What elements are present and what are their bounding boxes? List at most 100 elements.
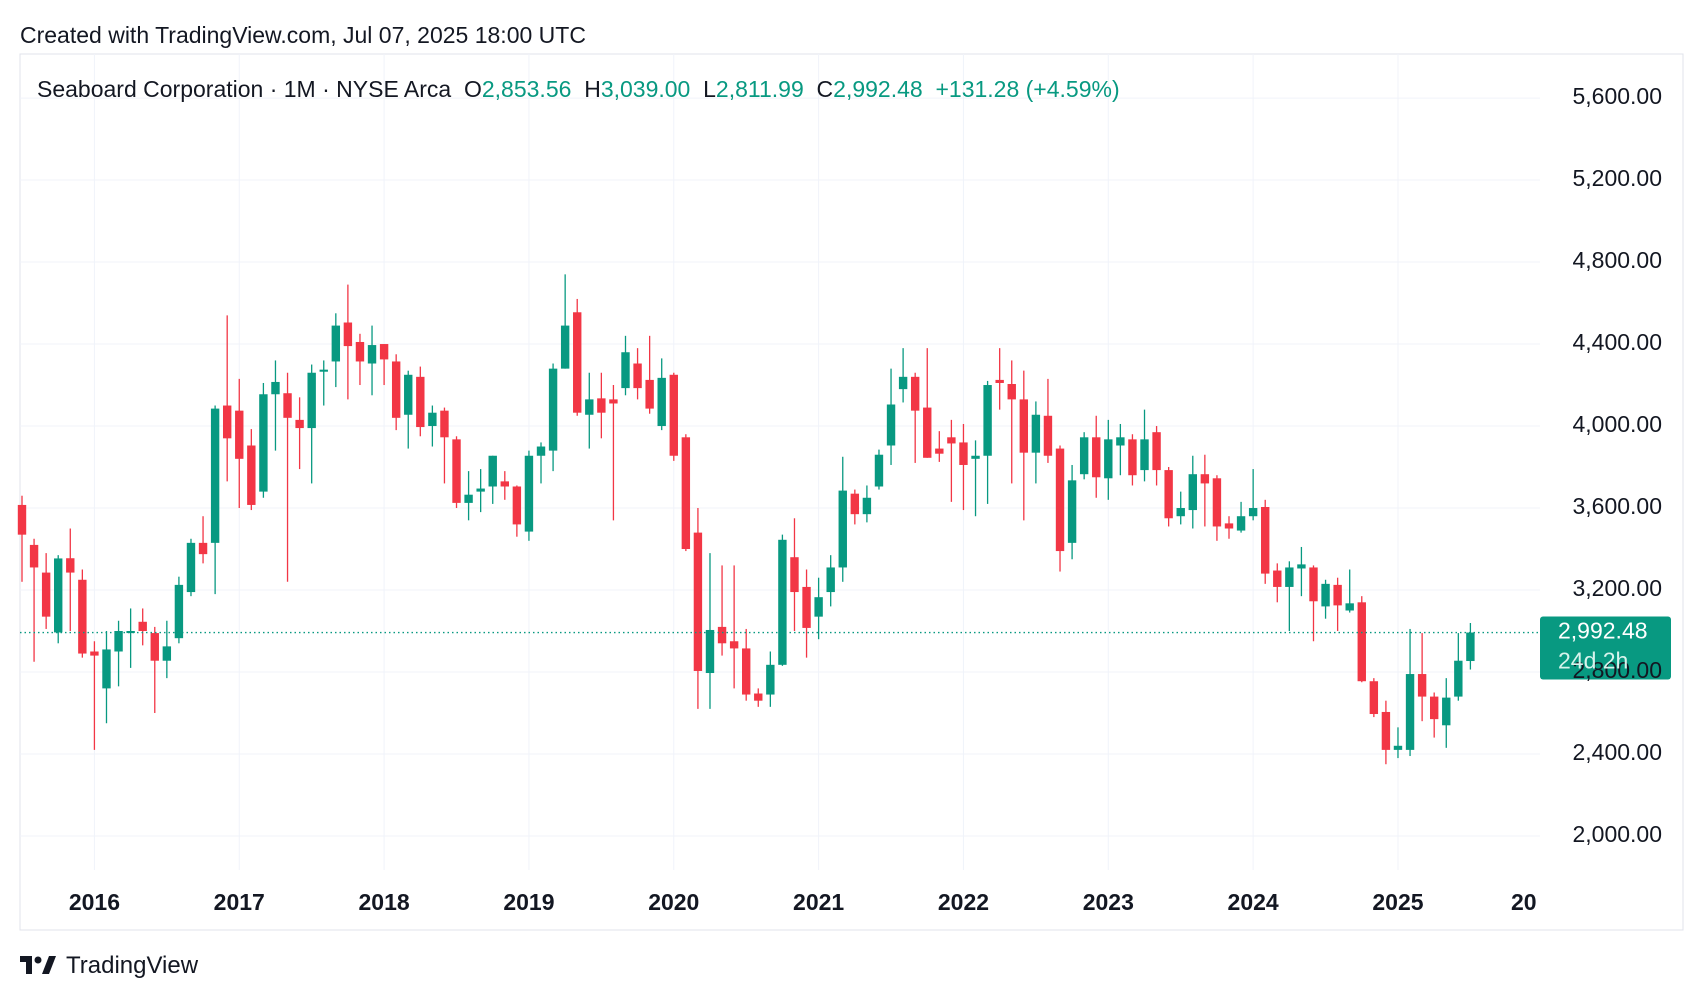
candle-body [729, 641, 739, 649]
candle-body [440, 410, 449, 438]
candle-body [814, 597, 823, 617]
candle-body [1092, 437, 1101, 478]
candle-body [585, 399, 594, 415]
y-tick-label: 4,000.00 [1572, 411, 1662, 437]
candle-body [1164, 470, 1173, 519]
y-tick-label: 5,200.00 [1572, 165, 1662, 191]
last-price-box [1540, 616, 1671, 680]
candle-body [452, 439, 461, 503]
candle-body [1285, 567, 1294, 587]
candle-body [1309, 567, 1318, 602]
candle-body [222, 405, 232, 439]
candle-body [802, 586, 811, 628]
candle-body [1357, 602, 1366, 682]
candle-body [1152, 432, 1161, 471]
created-note: Created with TradingView.com, Jul 07, 20… [20, 22, 586, 48]
candle-body [78, 579, 87, 654]
candle-body [1043, 415, 1053, 456]
candle-body [1224, 523, 1234, 529]
candle-body [1212, 478, 1222, 527]
candle-body [669, 374, 678, 456]
candle-body [1079, 437, 1089, 475]
low-label: L [703, 76, 716, 102]
close-label: C [816, 76, 834, 102]
candle-body [1297, 564, 1306, 569]
candle-body [1442, 697, 1451, 726]
candle-body [331, 325, 341, 362]
candle-body [1248, 508, 1258, 517]
x-tick-label: 2019 [503, 889, 554, 915]
candle-body [235, 410, 244, 459]
candle-body [259, 394, 268, 492]
candle-body [560, 325, 570, 369]
candle-body [476, 488, 485, 492]
candle-body [1321, 583, 1330, 607]
candle-body [54, 558, 63, 633]
x-tick-label: 2024 [1228, 889, 1279, 915]
y-tick-label: 2,400.00 [1572, 739, 1662, 765]
candle-body [1381, 711, 1391, 750]
candle-body [790, 557, 799, 593]
candle-body [198, 542, 208, 555]
brand-name: TradingView [66, 952, 199, 979]
symbol: Seaboard Corporation · 1M · NYSE Arca [37, 76, 452, 102]
candle-body [1200, 474, 1210, 484]
open-value: 2,853.56 [481, 76, 572, 102]
y-tick-label: 2,000.00 [1572, 821, 1662, 847]
candle-body [174, 584, 184, 639]
x-tick-label: 2016 [69, 889, 120, 915]
candle-body [717, 626, 727, 644]
candle-body [247, 445, 256, 505]
candle-body [1116, 437, 1125, 446]
x-tick-label: 2023 [1083, 889, 1134, 915]
candle-body [1273, 570, 1282, 587]
candle-body [1417, 674, 1427, 697]
candle-body [923, 407, 932, 458]
candle-body [367, 345, 377, 364]
candle-body [947, 437, 956, 444]
candle-body [1031, 414, 1041, 453]
candle-body [1188, 474, 1197, 511]
candle-body [210, 408, 220, 543]
candle-body [488, 455, 497, 487]
countdown-label: 24d 2h [1558, 648, 1628, 674]
candle-body [17, 504, 27, 535]
candle-body [126, 631, 135, 634]
y-tick-label: 3,200.00 [1572, 575, 1662, 601]
candle-body [271, 381, 280, 395]
candle-body [850, 493, 860, 515]
candle-body [754, 693, 763, 701]
brand-logo [20, 956, 56, 974]
candle-body [983, 385, 992, 456]
candle-body [1019, 399, 1029, 453]
candle-body [512, 486, 522, 525]
candle-body [1369, 681, 1379, 715]
candle-body [838, 490, 847, 568]
candle-body [343, 322, 353, 347]
candle-body [464, 494, 473, 503]
candle-body [826, 567, 835, 593]
candle-body [766, 664, 775, 695]
candle-body [379, 344, 389, 360]
last-price-label: 2,992.48 [1558, 618, 1648, 644]
candles [17, 274, 1671, 765]
high-value: 3,039.00 [600, 76, 691, 102]
candle-body [1345, 603, 1354, 611]
candle-body [428, 412, 437, 427]
candle-body [500, 481, 509, 487]
candle-body [862, 497, 872, 515]
x-tick-label: 2017 [214, 889, 265, 915]
candle-body [102, 649, 111, 689]
candle-body [645, 379, 654, 409]
candle-body [1176, 508, 1185, 517]
axis-labels: 2,000.00 2,400.00 2,800.00 3,200.00 3,600.00… [69, 83, 1662, 915]
y-tick-label: 5,600.00 [1572, 83, 1662, 109]
x-tick-label: 20 [1511, 889, 1537, 915]
x-tick-label: 2021 [793, 889, 844, 915]
y-tick-label: 4,800.00 [1572, 247, 1662, 273]
candle-body [536, 446, 546, 456]
y-tick-label: 3,600.00 [1572, 493, 1662, 519]
x-tick-label: 2020 [648, 889, 699, 915]
